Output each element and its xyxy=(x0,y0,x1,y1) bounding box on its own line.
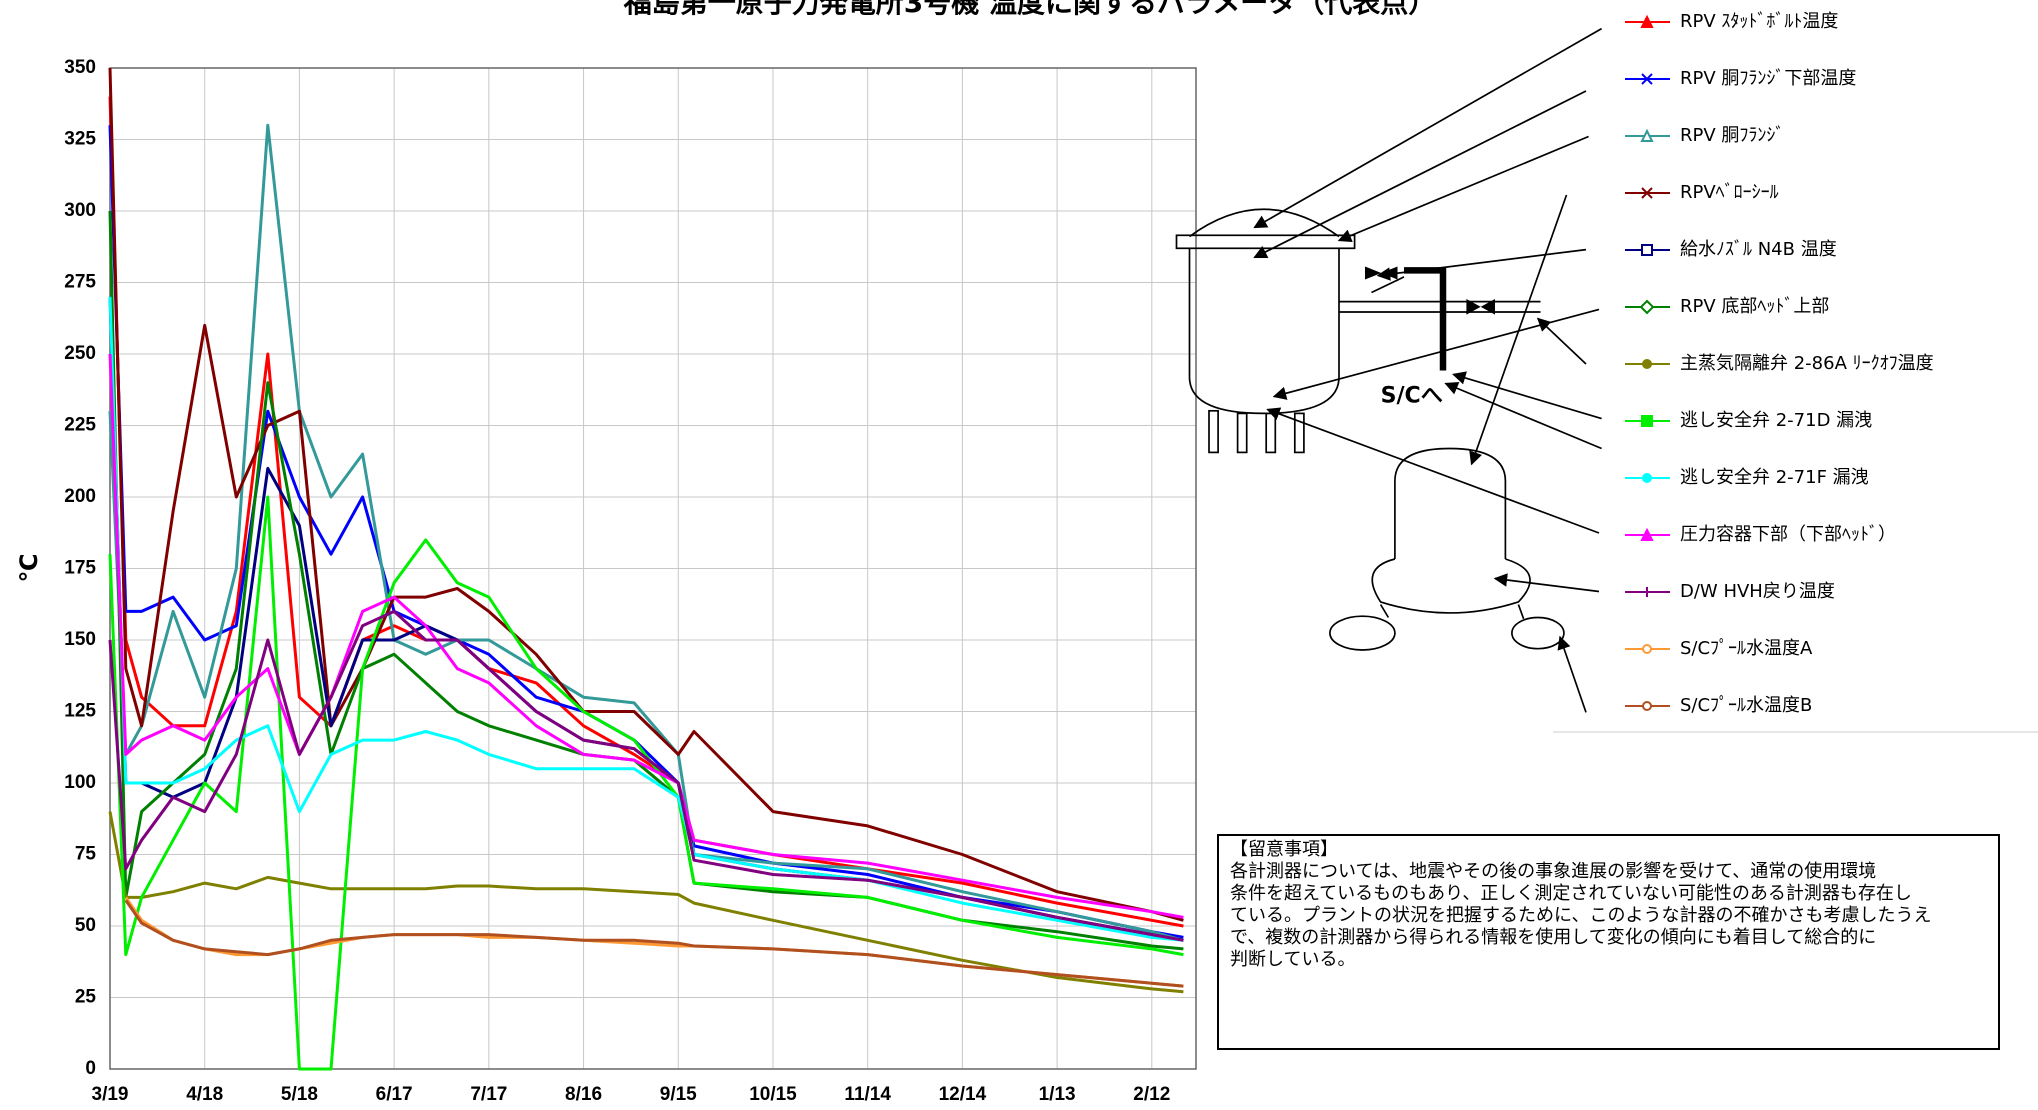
legend-marker xyxy=(1642,359,1652,369)
x-tick-label: 2/12 xyxy=(1133,1084,1170,1105)
legend-marker xyxy=(1640,128,1654,142)
x-tick-label: 3/19 xyxy=(92,1084,129,1105)
pipe-sc xyxy=(1403,267,1447,371)
x-tick-label: 12/14 xyxy=(939,1084,987,1105)
diagram: S/Cへ xyxy=(1175,27,1603,713)
y-tick-label: 175 xyxy=(64,558,96,579)
legend-marker xyxy=(1639,299,1655,315)
note-text: 各計測器については、地震やその後の事象進展の影響を受けて、通常の使用環境条件を超… xyxy=(1230,861,1931,970)
y-axis-label: ℃ xyxy=(15,553,43,582)
sc-connector xyxy=(1379,604,1525,620)
legend: RPV ｽﾀｯﾄﾞﾎﾞﾙﾄ温度 RPV 胴ﾌﾗﾝｼﾞ下部温度 RPV 胴ﾌﾗﾝｼﾞ R… xyxy=(1625,11,1934,716)
note-box xyxy=(1217,834,2000,1050)
x-tick-label: 9/15 xyxy=(660,1084,697,1105)
y-tick-label: 275 xyxy=(64,272,96,293)
x-tick-label: 8/16 xyxy=(565,1084,602,1105)
legend-label: S/Cﾌﾟｰﾙ水温度A xyxy=(1680,638,1813,659)
vessel-body xyxy=(1188,248,1340,415)
y-tick-label: 100 xyxy=(64,772,96,793)
x-tick-label: 11/14 xyxy=(844,1084,891,1105)
sc-ring xyxy=(1329,615,1396,651)
vessel-head xyxy=(1188,208,1340,238)
note-line: ている。プラントの状況を把握するために、このような計器の不確かさも考慮したうえ xyxy=(1230,905,1931,926)
y-tick-label: 0 xyxy=(85,1058,96,1079)
legend-label: 給水ﾉｽﾞﾙ N4B 温度 xyxy=(1680,239,1837,260)
vessel-leg xyxy=(1265,412,1277,454)
legend-marker xyxy=(1642,587,1652,597)
y-tick-label: 250 xyxy=(64,343,96,364)
y-tick-label: 75 xyxy=(75,844,97,865)
legend-marker xyxy=(1641,244,1653,256)
legend-label: RPV ｽﾀｯﾄﾞﾎﾞﾙﾄ温度 xyxy=(1680,11,1838,32)
legend-marker xyxy=(1641,73,1653,85)
series-line xyxy=(108,96,1184,928)
legend-marker xyxy=(1640,14,1654,28)
legend-label: 主蒸気隔離弁 2-86A ﾘｰｸｵﾌ温度 xyxy=(1680,353,1934,374)
note-title: 【留意事項】 xyxy=(1230,839,1338,860)
y-tick-label: 50 xyxy=(75,915,96,936)
legend-label: D/W HVH戻り温度 xyxy=(1680,581,1835,602)
y-tick-label: 200 xyxy=(64,486,96,507)
series-line xyxy=(108,495,1184,1071)
legend-label: 圧力容器下部（下部ﾍｯﾄﾞ） xyxy=(1680,524,1896,545)
x-tick-label: 5/18 xyxy=(281,1084,318,1105)
series-line xyxy=(124,899,1184,988)
sc-ring xyxy=(1511,616,1565,650)
legend-marker xyxy=(1642,473,1652,483)
series-line xyxy=(108,811,1184,994)
diagram-label: S/Cへ xyxy=(1381,383,1443,409)
y-tick-label: 225 xyxy=(64,415,96,436)
y-tick-label: 325 xyxy=(64,129,96,150)
note-line: 判断している。 xyxy=(1230,949,1355,970)
legend-label: 逃し安全弁 2-71D 漏洩 xyxy=(1680,410,1872,431)
series-line xyxy=(108,353,1184,919)
series-line xyxy=(108,609,1184,942)
vessel-leg xyxy=(1293,412,1305,454)
legend-marker xyxy=(1641,415,1653,427)
note-line: 各計測器については、地震やその後の事象進展の影響を受けて、通常の使用環境 xyxy=(1230,861,1876,882)
pipe xyxy=(1371,276,1405,294)
y-tick-label: 125 xyxy=(64,701,96,722)
legend-label: S/Cﾌﾟｰﾙ水温度B xyxy=(1680,695,1812,716)
legend-marker xyxy=(1642,701,1652,711)
legend-label: RPV 底部ﾍｯﾄﾞ上部 xyxy=(1680,296,1829,317)
diagram-arrows xyxy=(1253,27,1603,713)
legend-marker xyxy=(1641,187,1653,199)
legend-marker xyxy=(1640,527,1654,541)
series-line xyxy=(108,67,1184,922)
sc-torus xyxy=(1371,558,1531,614)
x-tick-label: 10/15 xyxy=(749,1084,797,1105)
y-tick-label: 300 xyxy=(64,200,96,221)
x-tick-label: 7/17 xyxy=(470,1084,507,1105)
y-tick-label: 25 xyxy=(75,987,97,1008)
chart-title: 福島第一原子力発電所3号機 温度に関するパラメータ（代表点） xyxy=(623,0,1436,19)
note-line: 条件を超えているものもあり、正しく測定されていない可能性のある計測器も存在し xyxy=(1230,883,1912,904)
legend-marker xyxy=(1642,644,1652,654)
vessel-leg xyxy=(1236,412,1248,454)
valve xyxy=(1466,299,1495,315)
x-tick-label: 1/13 xyxy=(1039,1084,1076,1105)
legend-label: RPV 胴ﾌﾗﾝｼﾞ下部温度 xyxy=(1680,68,1856,89)
legend-label: RPVﾍﾞﾛｰｼｰﾙ xyxy=(1680,182,1779,203)
vessel-flange xyxy=(1175,234,1356,250)
x-tick-label: 6/17 xyxy=(376,1084,413,1105)
note-line: で、複数の計測器から得られる情報を使用して変化の傾向にも着目して総合的に xyxy=(1230,927,1876,948)
y-tick-label: 150 xyxy=(64,629,96,650)
vessel-leg xyxy=(1208,409,1219,454)
legend-label: 逃し安全弁 2-71F 漏洩 xyxy=(1680,467,1869,488)
y-tick-label: 350 xyxy=(64,57,96,78)
plot-area: 0 25 50 75 100 125 150 175 200 225 250 275 300 325 350… xyxy=(64,57,1197,1105)
legend-label: RPV 胴ﾌﾗﾝｼﾞ xyxy=(1680,125,1784,146)
sc-tank xyxy=(1394,447,1507,559)
x-tick-label: 4/18 xyxy=(186,1084,223,1105)
